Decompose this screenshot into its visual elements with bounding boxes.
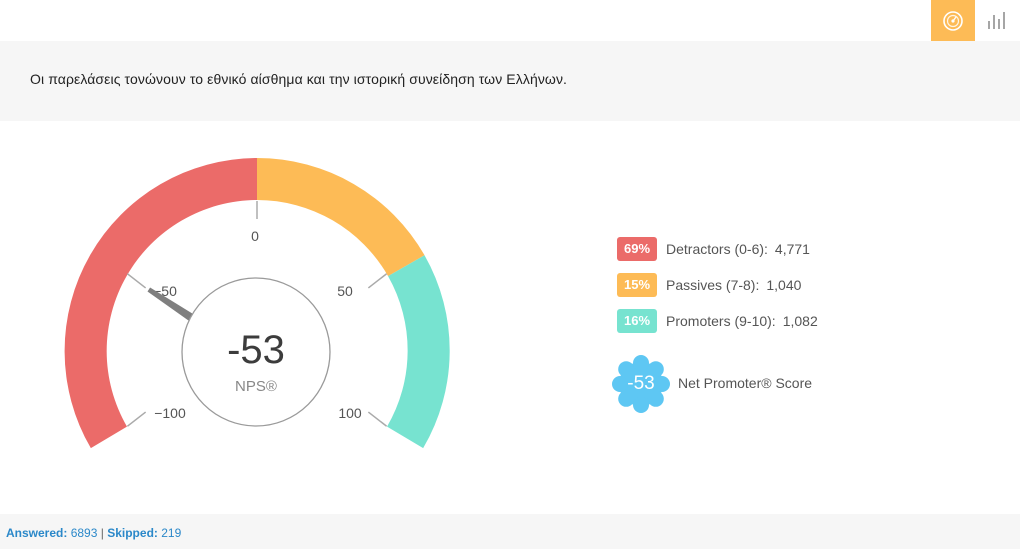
gauge-icon [943,10,963,31]
answered-count: 6893 [70,526,98,540]
top-toolbar [0,0,1020,41]
promoters-label: Promoters (9-10): [666,313,776,329]
question-text: Οι παρελάσεις τονώνουν το εθνικό αίσθημα… [30,71,568,87]
passives-label: Passives (7-8): [666,277,760,293]
tick-mark-50 [367,273,388,289]
answered-label: Answered: [6,526,68,540]
nps-score-value: -53 [627,373,655,394]
tick-mark-minus-50 [126,273,147,289]
gauge-value: -53 [227,328,285,372]
gauge-view-button[interactable] [931,0,975,41]
tick-mark-100 [367,411,388,427]
skipped-label: Skipped: [107,526,158,540]
detractors-count: 4,771 [774,241,810,257]
gauge-segment-passives [257,158,425,277]
gauge-label: NPS® [235,378,277,395]
passives-percent-badge: 15% [617,273,657,297]
gauge-segment-detractors [64,158,257,449]
footer-separator: | [100,526,104,540]
skipped-count: 219 [161,526,182,540]
net-promoter-score: -53 Net Promoter® Score [611,354,871,414]
tick-label-50: 50 [337,283,353,299]
legend-row-promoters: 16% Promoters (9-10): 1,082 [617,308,818,334]
tick-label-minus-100: −100 [154,405,186,421]
gauge-chart: 0 −50 50 −100 100 -53 NPS® [64,158,450,449]
bar-chart-view-button[interactable] [975,0,1019,41]
passives-count: 1,040 [766,277,802,293]
response-summary-footer: Answered: 6893 | Skipped: 219 [0,514,1020,549]
question-header: Οι παρελάσεις τονώνουν το εθνικό αίσθημα… [0,41,1020,121]
bar-chart-icon [988,11,1005,29]
tick-label-100: 100 [338,405,362,421]
response-summary: Answered: 6893 | Skipped: 219 [6,526,181,540]
tick-label-0: 0 [251,228,259,244]
promoters-percent-badge: 16% [617,309,657,333]
gauge-segment-promoters [387,255,450,449]
gauge-needle [147,287,198,324]
legend-row-detractors: 69% Detractors (0-6): 4,771 [617,236,810,262]
legend-row-passives: 15% Passives (7-8): 1,040 [617,272,801,298]
detractors-percent-badge: 69% [617,237,657,261]
nps-gauge: 0 −50 50 −100 100 -53 NPS® [0,121,520,511]
tick-mark-minus-100 [126,411,147,427]
detractors-label: Detractors (0-6): [666,241,768,257]
nps-score-label: Net Promoter® Score [678,375,813,391]
gauge-center-dial [181,277,331,427]
nps-score-badge-icon [612,355,670,413]
promoters-count: 1,082 [782,313,818,329]
